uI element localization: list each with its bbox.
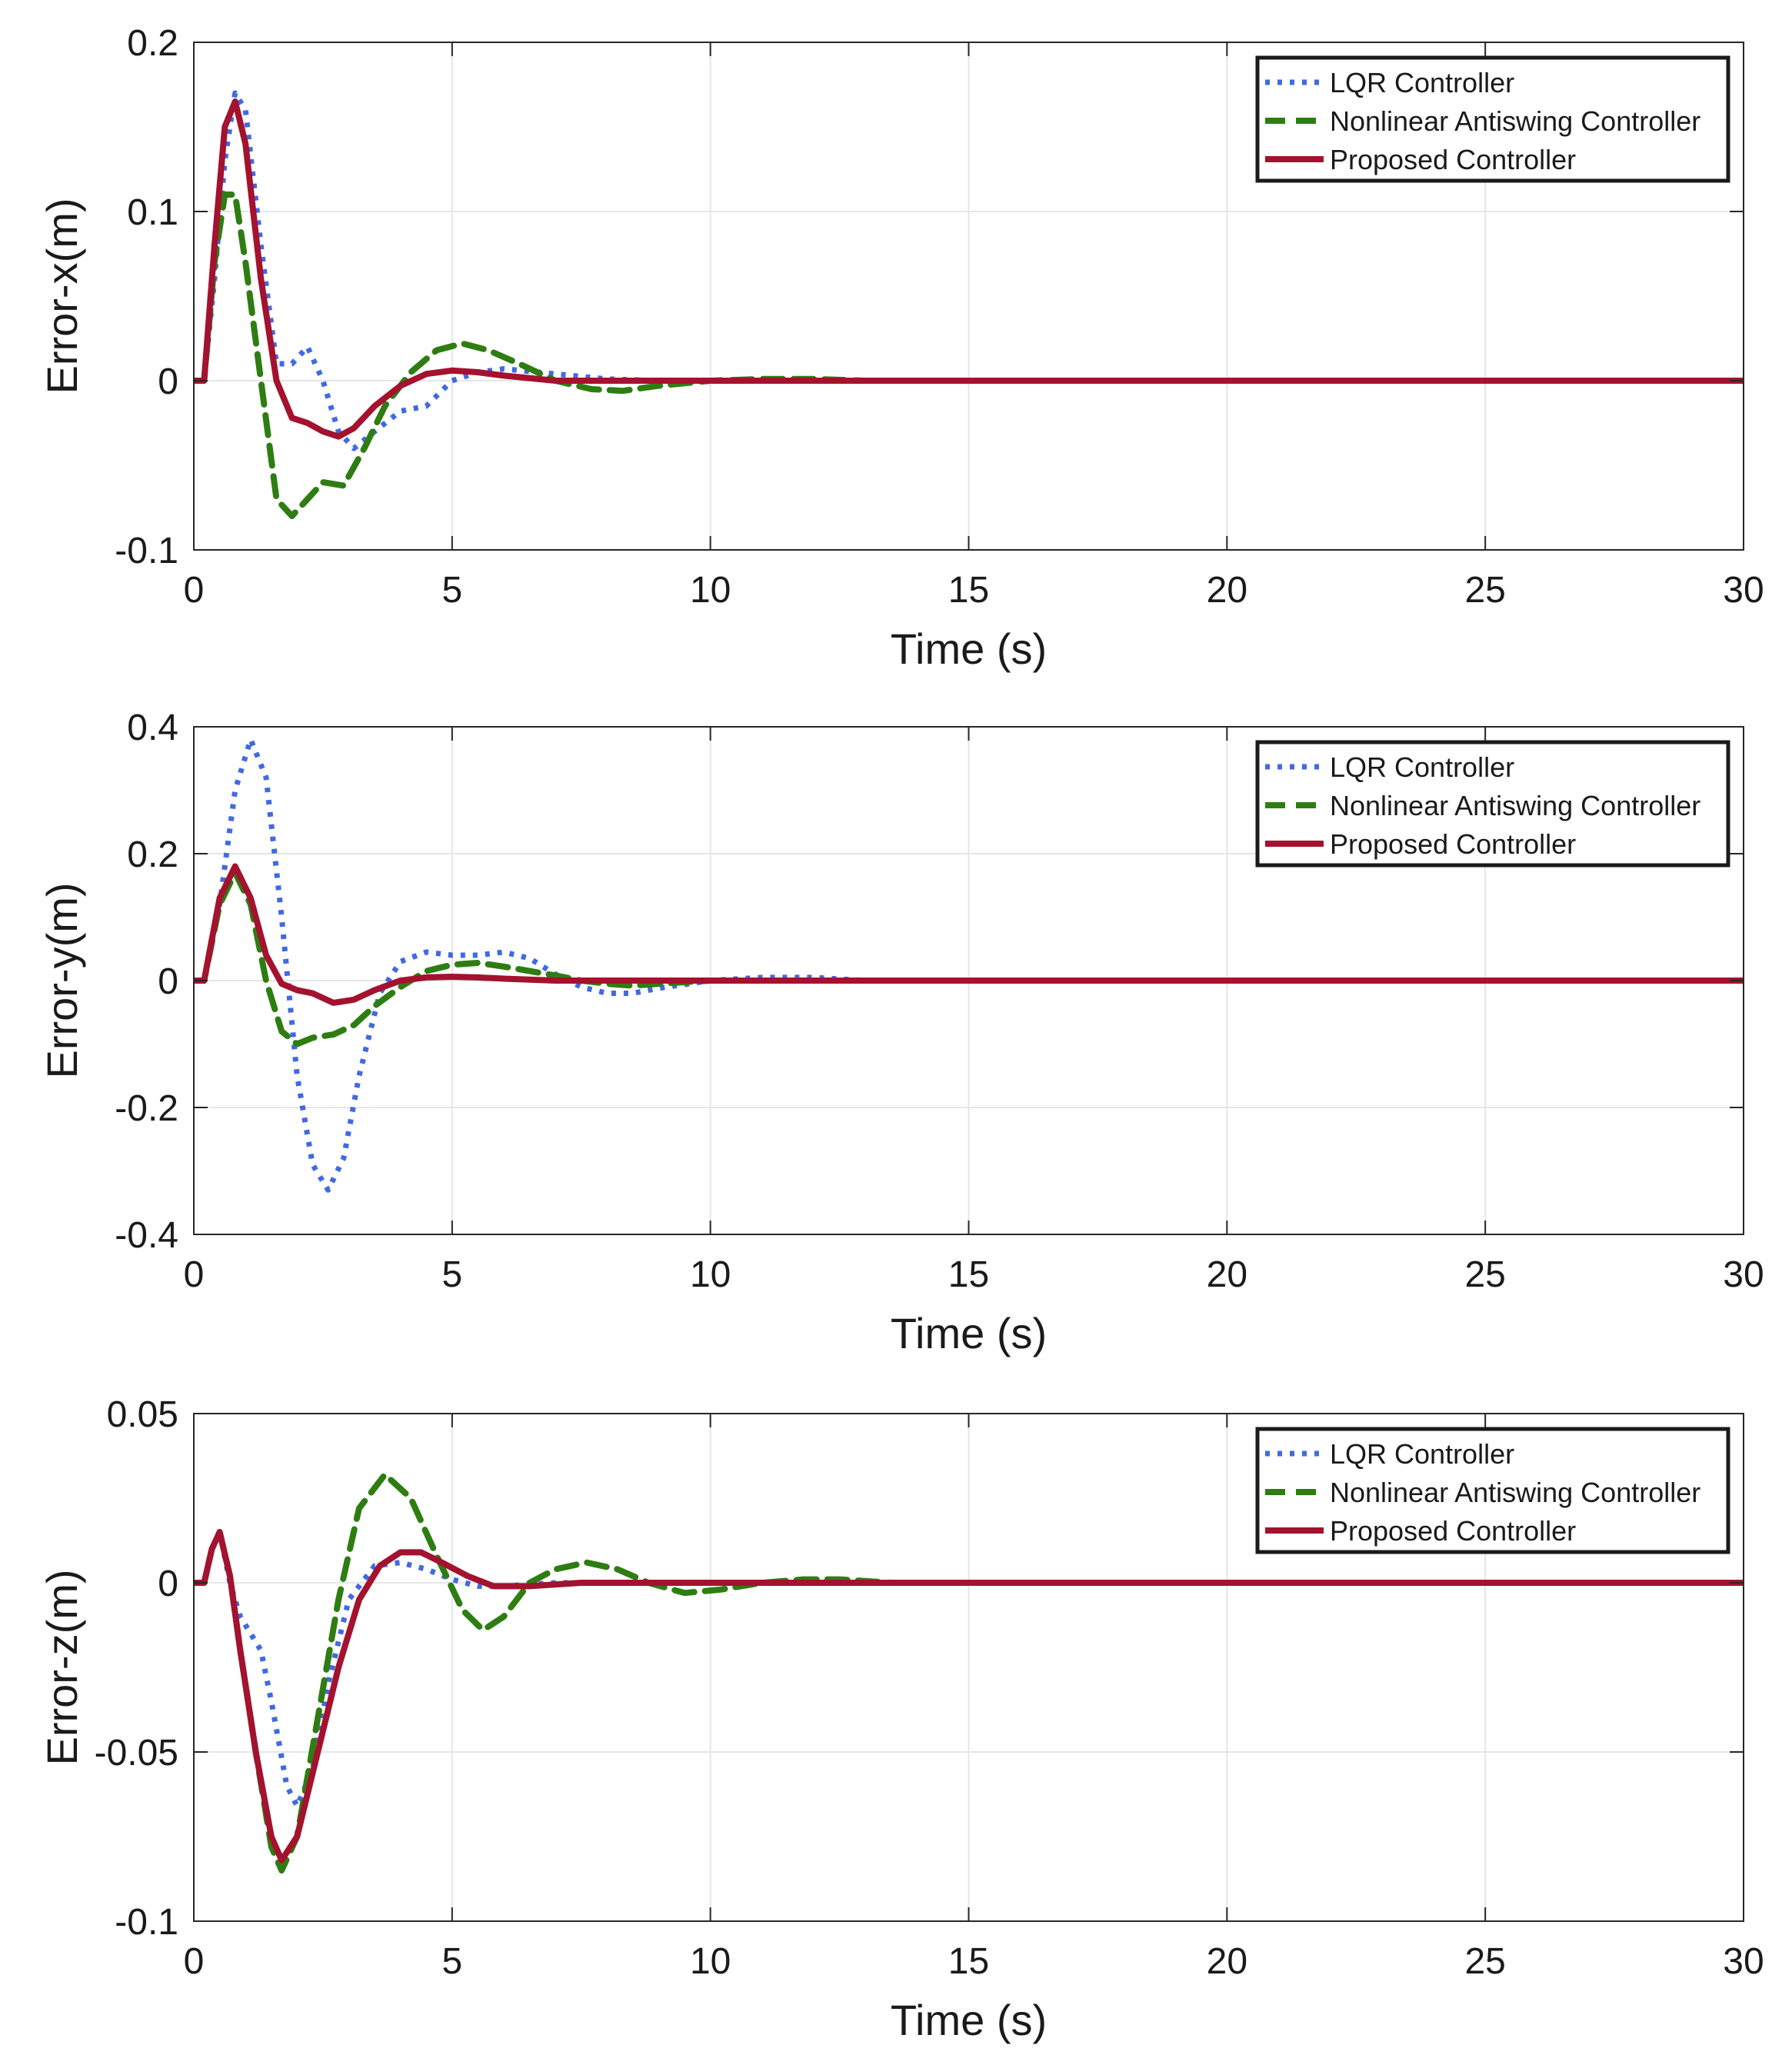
legend-label-2: Nonlinear Antiswing Controller [1330, 790, 1700, 821]
x-tick-label: 15 [948, 1254, 989, 1295]
x-tick-label: 5 [441, 570, 462, 611]
y-tick-label: 0.05 [107, 1394, 178, 1435]
x-tick-label: 15 [948, 1941, 989, 1982]
y-axis-label: Error-y(m) [38, 882, 86, 1078]
x-axis-label: Time (s) [891, 624, 1047, 673]
x-tick-label: 0 [184, 1941, 205, 1982]
x-tick-label: 20 [1207, 1941, 1247, 1982]
legend-box [1255, 1427, 1730, 1554]
legend: LQR Controller Nonlinear Antiswing Contro… [1255, 740, 1730, 868]
series-line-3 [194, 863, 1744, 1006]
series-group [194, 1471, 1744, 1873]
legend-label-3: Proposed Controller [1330, 144, 1576, 175]
x-axis-label: Time (s) [891, 1309, 1047, 1357]
x-tick-label: 0 [184, 570, 205, 611]
x-tick-label: 15 [948, 570, 989, 611]
y-tick-label: -0.4 [115, 1215, 178, 1256]
x-tick-label: 25 [1464, 1941, 1505, 1982]
series-line-1 [194, 90, 1744, 451]
legend-box [1255, 55, 1730, 183]
legend-label-1: LQR Controller [1330, 67, 1514, 98]
x-axis-label: Time (s) [891, 1996, 1047, 2044]
legend-box [1255, 740, 1730, 868]
chart-panel-2: 0 5 10 15 20 25 30 -0.4 -0.2 0 0.2 0.4 Time (s) Error… [38, 708, 1764, 1357]
x-tick-label: 30 [1723, 1941, 1764, 1982]
series-group [194, 737, 1744, 1193]
series-line-3 [194, 1529, 1744, 1863]
legend: LQR Controller Nonlinear Antiswing Contro… [1255, 1427, 1730, 1554]
x-tick-label: 5 [441, 1941, 462, 1982]
legend-label-1: LQR Controller [1330, 1438, 1514, 1470]
x-tick-label: 10 [690, 1254, 731, 1295]
x-tick-label: 10 [690, 570, 731, 611]
y-tick-label: -0.1 [115, 531, 178, 571]
x-tick-label: 20 [1207, 1254, 1247, 1295]
legend-label-3: Proposed Controller [1330, 1515, 1576, 1547]
x-tick-label: 25 [1464, 570, 1505, 611]
series-line-3 [194, 98, 1744, 440]
series-group [194, 90, 1744, 519]
y-tick-label: -0.2 [115, 1088, 178, 1129]
legend-label-1: LQR Controller [1330, 751, 1514, 783]
y-tick-label: 0 [158, 361, 178, 402]
legend: LQR Controller Nonlinear Antiswing Contro… [1255, 55, 1730, 183]
legend-label-2: Nonlinear Antiswing Controller [1330, 1477, 1700, 1508]
chart-panel-3: 0 5 10 15 20 25 30 -0.1 -0.05 0 0.05 Time (s) Error-… [38, 1394, 1764, 2044]
y-tick-label: 0 [158, 961, 178, 1002]
y-tick-label: 0 [158, 1564, 178, 1604]
x-tick-label: 25 [1464, 1254, 1505, 1295]
y-axis-label: Error-z(m) [38, 1569, 86, 1765]
y-tick-label: -0.1 [115, 1902, 178, 1943]
y-tick-label: 0.4 [127, 708, 178, 748]
legend-label-3: Proposed Controller [1330, 828, 1576, 860]
x-tick-label: 30 [1723, 1254, 1764, 1295]
x-tick-label: 5 [441, 1254, 462, 1295]
y-tick-label: 0.2 [127, 23, 178, 64]
x-tick-label: 10 [690, 1941, 731, 1982]
x-tick-label: 20 [1207, 570, 1247, 611]
y-axis-label: Error-x(m) [38, 198, 86, 394]
y-tick-label: 0.2 [127, 834, 178, 875]
legend-label-2: Nonlinear Antiswing Controller [1330, 105, 1700, 137]
y-tick-label: 0.1 [127, 192, 178, 233]
x-tick-label: 0 [184, 1254, 205, 1295]
y-tick-label: -0.05 [95, 1733, 178, 1774]
x-tick-label: 30 [1723, 570, 1764, 611]
